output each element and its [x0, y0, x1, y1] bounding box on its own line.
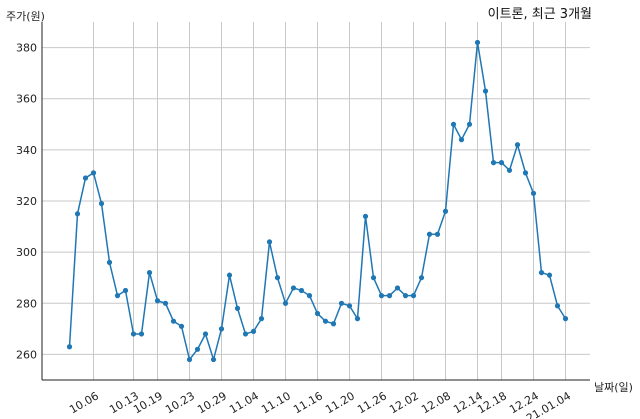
axes — [41, 22, 590, 381]
data-point-39 — [378, 293, 385, 299]
data-point-32 — [322, 318, 329, 324]
x-tick-label-10.29: 10.29 — [195, 389, 229, 416]
data-point-43 — [410, 293, 417, 299]
y-tick-label-380: 380 — [16, 42, 37, 55]
data-point-61 — [554, 303, 561, 309]
data-point-31 — [314, 310, 321, 317]
data-point-48 — [450, 121, 457, 127]
data-point-27 — [282, 300, 289, 306]
chart-title: 이트론, 최근 3개월 — [488, 7, 592, 22]
data-point-55 — [506, 167, 513, 173]
x-tick-label-10.23: 10.23 — [163, 389, 197, 416]
data-point-28 — [290, 285, 297, 291]
y-axis-label: 주가(원) — [6, 10, 45, 23]
x-tick-label-12.08: 12.08 — [419, 389, 453, 416]
data-point-10 — [146, 270, 153, 276]
data-point-4 — [98, 200, 105, 207]
data-point-23 — [250, 328, 257, 335]
data-point-45 — [426, 231, 433, 237]
data-point-56 — [514, 142, 521, 148]
data-point-1 — [74, 211, 81, 217]
data-point-58 — [530, 190, 537, 196]
data-point-42 — [402, 293, 409, 299]
data-point-50 — [466, 121, 473, 127]
data-point-40 — [386, 293, 393, 299]
data-point-29 — [298, 287, 305, 294]
data-point-25 — [266, 239, 273, 245]
data-point-9 — [138, 331, 145, 337]
data-point-54 — [498, 160, 505, 166]
data-point-5 — [106, 259, 113, 265]
x-tick-labels: 10.06 10.1310.1910.2310.2911.0411.1011.16… — [67, 389, 573, 419]
data-point-60 — [546, 272, 553, 278]
data-point-51 — [474, 39, 481, 46]
data-point-14 — [178, 323, 185, 329]
data-point-7 — [122, 287, 129, 294]
data-point-18 — [210, 356, 217, 363]
data-point-16 — [194, 346, 201, 352]
data-point-46 — [434, 231, 441, 237]
data-point-24 — [258, 316, 265, 322]
data-point-41 — [394, 285, 401, 291]
data-point-53 — [490, 160, 497, 166]
data-point-52 — [482, 88, 489, 94]
data-point-19 — [218, 326, 225, 332]
y-tick-label-300: 300 — [16, 246, 37, 259]
y-tick-labels: 260 280 300 320 340 360 380 — [16, 42, 37, 362]
data-point-38 — [370, 275, 377, 281]
data-point-47 — [442, 208, 449, 214]
y-tick-label-260: 260 — [16, 348, 37, 361]
data-point-49 — [458, 137, 465, 143]
data-point-34 — [338, 300, 345, 306]
x-tick-label-11.16: 11.16 — [291, 389, 325, 416]
data-point-36 — [354, 316, 361, 322]
data-point-13 — [170, 318, 177, 324]
data-point-20 — [226, 272, 233, 278]
x-tick-label-11.20: 11.20 — [323, 389, 357, 416]
grid-lines — [42, 22, 590, 380]
y-tick-label-280: 280 — [16, 297, 37, 310]
data-point-0 — [66, 344, 73, 350]
data-point-44 — [418, 275, 425, 281]
x-tick-label-10.06: 10.06 — [67, 389, 101, 416]
data-point-21 — [234, 305, 241, 311]
data-point-35 — [346, 303, 353, 309]
y-tick-label-360: 360 — [16, 93, 37, 106]
data-point-59 — [538, 270, 545, 276]
data-point-2 — [82, 175, 89, 181]
data-point-57 — [522, 170, 529, 176]
x-tick-label-11.04: 11.04 — [227, 389, 261, 416]
data-point-6 — [114, 293, 121, 299]
x-tick-label-11.26: 11.26 — [355, 389, 389, 416]
x-tick-label-12.02: 12.02 — [387, 389, 421, 416]
data-point-22 — [242, 331, 249, 337]
data-point-26 — [274, 275, 281, 281]
series-layer — [66, 39, 569, 363]
x-axis-label: 날짜(일) — [594, 380, 633, 394]
y-tick-label-340: 340 — [16, 144, 37, 157]
data-point-11 — [154, 298, 161, 304]
data-point-33 — [330, 321, 337, 327]
data-point-3 — [90, 170, 97, 176]
data-point-17 — [202, 331, 209, 337]
data-point-37 — [362, 213, 369, 219]
data-point-30 — [306, 293, 313, 299]
y-tick-label-320: 320 — [16, 195, 37, 208]
data-point-12 — [162, 300, 169, 306]
data-point-62 — [562, 316, 569, 322]
data-point-15 — [186, 356, 193, 363]
data-point-8 — [130, 331, 137, 337]
x-tick-label-11.10: 11.10 — [259, 389, 293, 416]
